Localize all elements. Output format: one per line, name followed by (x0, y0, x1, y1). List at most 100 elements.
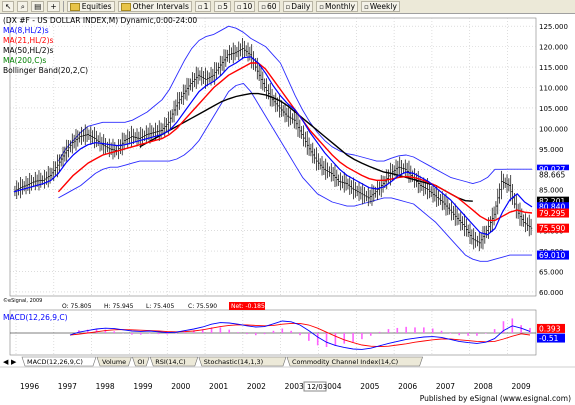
x-tick-label: 2001 (209, 382, 228, 391)
indicator-tab-label: MACD(12,26,9,C) (27, 358, 83, 366)
indicator-tab[interactable] (286, 356, 424, 367)
macd-signal-line (69, 322, 531, 348)
doc-icon: ▫ (217, 2, 223, 11)
x-tick-label: 2006 (398, 382, 417, 391)
interval-10-button[interactable]: ▫ 10 (233, 1, 256, 12)
interval-label: 5 (223, 2, 228, 11)
interval-weekly-button[interactable]: ▫ Weekly (361, 1, 400, 12)
macd-line (69, 320, 531, 350)
interval-1-button[interactable]: ▫ 1 (194, 1, 212, 12)
indicator-tab[interactable] (198, 356, 287, 367)
doc-icon: ▫ (236, 2, 242, 11)
macd-label[interactable]: MACD(12,26,9,C) (3, 313, 68, 322)
price-tag (537, 250, 569, 260)
chart-toolbar: ↖ ⌕ ▤ + Equities Other Intervals ▫ 1 ▫ 5 ▫… (0, 0, 575, 14)
macd-pane-border (9, 309, 537, 356)
bollinger-lower-line (58, 82, 532, 262)
y-tick-label: 120.000 (539, 44, 568, 52)
interval-label: 60 (267, 2, 277, 11)
printer-icon: ▤ (34, 2, 42, 11)
cursor-date-box (303, 381, 327, 392)
indicator-tabs: MACD(12,26,9,C) Volume OI RSI(14,C) Stochast… (0, 356, 575, 368)
other-intervals-menu[interactable]: Other Intervals (117, 1, 192, 12)
copyright-label: ©eSignal, 2009 (3, 297, 42, 304)
indicator-tab-label: Stochastic(14,1,3) (204, 358, 263, 366)
y-tick-label: 110.000 (539, 85, 568, 93)
plus-icon: + (50, 2, 57, 11)
ma8-line (13, 56, 533, 236)
price-tag (537, 170, 569, 180)
x-tick-label: 2002 (247, 382, 266, 391)
cursor-tool-button[interactable]: ↖ (2, 1, 15, 12)
doc-icon: ▫ (319, 2, 325, 11)
x-tick-label: 2008 (474, 382, 493, 391)
x-tick-label: 1999 (133, 382, 152, 391)
x-tick-label: 2003 (285, 382, 304, 391)
tab-scroll-left-icon[interactable]: ◀ (3, 358, 9, 366)
interval-label: Monthly (325, 2, 356, 11)
price-tag (537, 223, 569, 233)
indicator-tab-label: Commodity Channel Index(14,C) (292, 358, 398, 366)
ma50-line (139, 92, 473, 202)
price-pane-border (9, 17, 537, 297)
equities-menu[interactable]: Equities (66, 1, 115, 12)
ohlc-low: L: 75.405 (146, 303, 174, 310)
folder-icon (120, 2, 131, 11)
legend-ma8[interactable]: MA(8,HL/2)s (3, 26, 49, 35)
price-tag-label: 82.201 (539, 197, 565, 206)
price-chart[interactable]: 125.000 120.000 115.000 110.000 105.000 100.0… (0, 14, 575, 393)
legend-ma200[interactable]: MA(200,C)s (3, 56, 46, 65)
add-button[interactable]: + (47, 1, 60, 12)
interval-label: 1 (203, 2, 209, 11)
y-tick-label: 115.000 (539, 64, 568, 72)
x-tick-label: 2005 (360, 382, 379, 391)
indicator-tab-label: Volume (102, 358, 126, 366)
doc-icon: ▫ (364, 2, 369, 11)
y-tick-label: 95.000 (539, 146, 564, 154)
magnifier-icon: ⌕ (20, 1, 25, 11)
price-tag (537, 208, 569, 218)
doc-icon: ▫ (261, 2, 266, 11)
price-tag (537, 164, 569, 174)
interval-daily-button[interactable]: ▫ Daily (282, 1, 314, 12)
toolbar-separator (62, 1, 64, 12)
y-tick-label: 60.000 (539, 289, 564, 297)
indicator-tab[interactable] (21, 356, 97, 367)
macd-value-tag (537, 323, 565, 333)
price-tag-label: 79.295 (539, 209, 565, 218)
price-pane (13, 25, 533, 262)
interval-5-button[interactable]: ▫ 5 (214, 1, 231, 12)
print-button[interactable]: ▤ (31, 1, 45, 12)
x-tick-label: 1996 (20, 382, 39, 391)
interval-60-button[interactable]: ▫ 60 (258, 1, 280, 12)
equities-label: Equities (81, 2, 112, 11)
footer-credit: Published by eSignal (www.esignal.com) (419, 394, 571, 403)
price-tag-label: 88.665 (539, 171, 565, 180)
macd-pane (10, 318, 536, 350)
x-tick-label: 1998 (96, 382, 115, 391)
x-tick-label: 2004 (322, 382, 341, 391)
zoom-tool-button[interactable]: ⌕ (17, 1, 29, 12)
other-intervals-label: Other Intervals (132, 2, 189, 11)
indicator-tab[interactable] (149, 356, 199, 367)
indicator-tab[interactable] (131, 356, 150, 367)
tab-scroll-right-icon[interactable]: ▶ (11, 358, 17, 366)
chart-title: (DX #F - US DOLLAR INDEX,M) Dynamic,0:00… (3, 16, 197, 25)
chart-grid (9, 17, 537, 356)
legend-ma50[interactable]: MA(50,HL/2)s (3, 46, 53, 55)
interval-monthly-button[interactable]: ▫ Monthly (316, 1, 359, 12)
macd-value-tag (537, 333, 565, 343)
doc-icon: ▫ (197, 2, 203, 11)
legend-ma21[interactable]: MA(21,HL/2)s (3, 36, 53, 45)
ohlc-close: C: 75.590 (188, 303, 217, 310)
footer: Published by eSignal (www.esignal.com) (0, 393, 575, 405)
indicator-tab[interactable] (96, 356, 132, 367)
doc-icon: ▫ (285, 2, 291, 11)
pointer-icon: ↖ (5, 2, 12, 11)
price-tag (537, 196, 569, 206)
legend-bollinger[interactable]: Bollinger Band(20,2,C) (3, 66, 88, 75)
y-tick-label: 125.000 (539, 23, 568, 31)
interval-label: Weekly (369, 2, 397, 11)
price-tag-label: 75.590 (539, 224, 565, 233)
interval-label: 10 (242, 2, 253, 11)
